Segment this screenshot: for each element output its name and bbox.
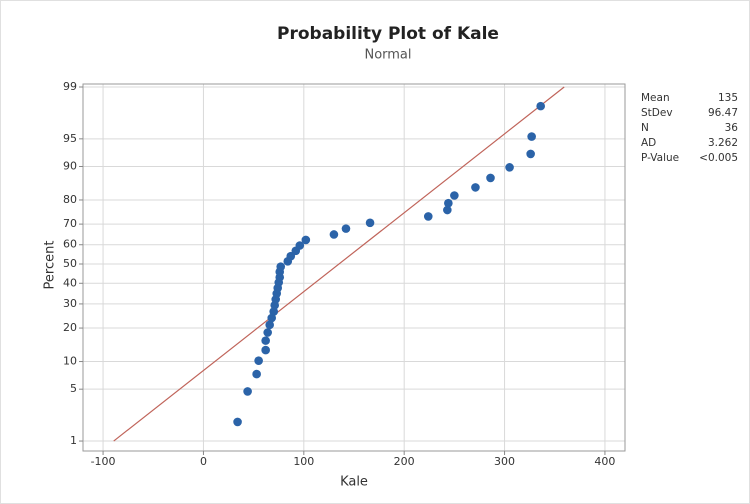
- data-point: [261, 345, 270, 355]
- data-point: [295, 241, 305, 250]
- stat-value: <0.005: [699, 152, 738, 164]
- x-axis-label: Kale: [340, 475, 368, 490]
- y-tick-label: 10: [63, 355, 77, 368]
- data-point: [527, 132, 536, 141]
- x-tick-label: 100: [293, 455, 314, 468]
- y-tick-label: 80: [63, 193, 77, 206]
- stat-value: 135: [718, 92, 738, 104]
- data-point: [365, 218, 375, 228]
- data-point: [536, 101, 545, 111]
- stat-label: Mean: [641, 92, 670, 104]
- y-tick-label: 60: [63, 238, 77, 251]
- data-point: [261, 336, 270, 345]
- grid: [83, 84, 625, 451]
- marks: [113, 86, 565, 442]
- data-point: [450, 191, 459, 200]
- data-point: [254, 356, 263, 365]
- x-tick-label: 0: [200, 455, 207, 468]
- data-point: [301, 235, 311, 245]
- y-tick-label: 1: [70, 434, 77, 447]
- data-point: [263, 328, 272, 337]
- y-tick-label: 99: [63, 80, 77, 93]
- stat-value: 3.262: [708, 137, 738, 149]
- data-point: [265, 320, 274, 330]
- stat-value: 96.47: [708, 107, 738, 119]
- stat-label: P-Value: [641, 152, 679, 164]
- stat-label: N: [641, 122, 649, 134]
- y-tick-label: 5: [70, 382, 77, 395]
- chart-subtitle: Normal: [364, 48, 411, 63]
- data-point: [276, 262, 286, 271]
- y-tick-label: 20: [63, 321, 77, 334]
- stat-label: AD: [641, 137, 656, 149]
- data-point: [443, 205, 452, 215]
- data-point: [486, 173, 495, 183]
- fit-line: [113, 86, 565, 442]
- data-point: [269, 307, 279, 316]
- data-point: [252, 369, 261, 379]
- y-tick-label: 95: [63, 132, 77, 145]
- data-point: [444, 198, 453, 208]
- stat-label: StDev: [641, 107, 673, 119]
- stat-value: 36: [725, 122, 739, 134]
- y-axis-label: Percent: [43, 241, 58, 290]
- chart-title: Probability Plot of Kale: [277, 24, 499, 44]
- data-point: [505, 163, 514, 172]
- data-point: [341, 224, 351, 233]
- y-tick-label: 40: [63, 276, 77, 289]
- x-tick-label: 300: [494, 455, 515, 468]
- y-tick-label: 30: [63, 297, 77, 310]
- y-tick-label: 90: [63, 159, 77, 172]
- x-tick-label: -100: [91, 455, 116, 468]
- data-point: [329, 230, 339, 239]
- data-point: [233, 417, 242, 427]
- plot-frame: [82, 83, 626, 452]
- data-point: [243, 387, 252, 396]
- data-point: [471, 183, 480, 192]
- y-tick-label: 70: [63, 217, 77, 230]
- data-point: [526, 149, 535, 159]
- data-point: [286, 251, 296, 261]
- y-tick-label: 50: [63, 257, 77, 270]
- x-tick-label: 400: [594, 455, 615, 468]
- x-tick-label: 200: [394, 455, 415, 468]
- data-point: [423, 212, 433, 221]
